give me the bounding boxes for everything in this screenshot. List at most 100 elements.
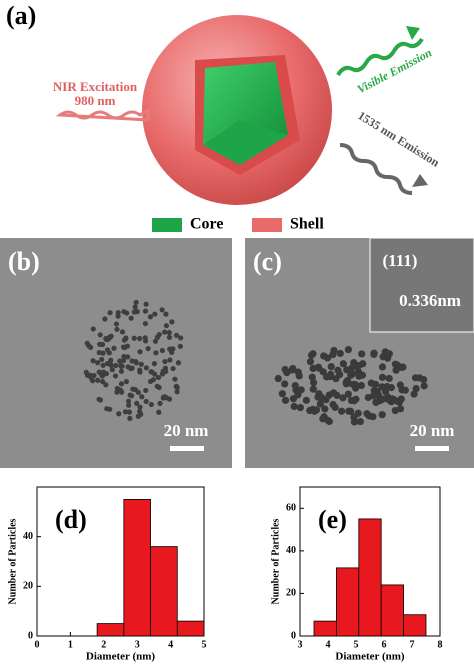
excitation-wavelength: 980 nm bbox=[75, 93, 116, 108]
particle bbox=[125, 354, 131, 360]
particle bbox=[137, 408, 143, 414]
particle bbox=[137, 404, 143, 410]
particle bbox=[369, 413, 377, 421]
particle bbox=[116, 411, 122, 417]
particle bbox=[99, 379, 106, 385]
particle bbox=[99, 356, 105, 363]
x-tick-label: 2 bbox=[101, 639, 106, 650]
y-axis-label: Number of Particles bbox=[270, 518, 281, 604]
core-face bbox=[203, 120, 288, 165]
particle bbox=[295, 372, 303, 380]
particle bbox=[160, 368, 166, 374]
bar bbox=[313, 620, 337, 637]
particle bbox=[319, 368, 327, 376]
scale-bar bbox=[415, 446, 449, 451]
particle bbox=[137, 349, 143, 355]
panel-label: (e) bbox=[318, 505, 347, 534]
particle bbox=[357, 381, 366, 390]
particle bbox=[378, 411, 386, 419]
particle bbox=[84, 340, 90, 346]
x-axis-label: Diameter (nm) bbox=[335, 651, 404, 663]
particle bbox=[137, 367, 143, 373]
particle bbox=[109, 367, 115, 373]
particle bbox=[137, 335, 143, 342]
y-tick-label: 0 bbox=[291, 630, 296, 641]
particle bbox=[138, 361, 144, 367]
particle bbox=[321, 405, 329, 413]
y-tick-label: 0 bbox=[28, 630, 33, 641]
particle bbox=[307, 351, 316, 359]
y-tick-label: 40 bbox=[286, 545, 296, 556]
particle bbox=[162, 329, 168, 335]
particle bbox=[355, 372, 363, 380]
particle bbox=[133, 360, 139, 366]
particle bbox=[333, 391, 341, 399]
particle bbox=[96, 369, 102, 375]
x-tick-label: 5 bbox=[354, 639, 359, 650]
particle bbox=[281, 380, 289, 388]
particle bbox=[97, 341, 103, 347]
particle bbox=[104, 360, 110, 367]
particle bbox=[323, 354, 332, 362]
x-tick-label: 3 bbox=[298, 639, 303, 650]
visible-arrow bbox=[336, 37, 424, 77]
panel-label: (b) bbox=[8, 247, 40, 276]
particle bbox=[310, 379, 318, 387]
particle bbox=[125, 398, 132, 404]
particle bbox=[288, 366, 296, 374]
bar bbox=[150, 546, 178, 637]
particle bbox=[131, 335, 137, 341]
inset-spacing: 0.336nm bbox=[399, 291, 461, 310]
particle bbox=[173, 332, 180, 338]
particle bbox=[142, 308, 149, 314]
particle bbox=[126, 409, 133, 415]
particle bbox=[367, 379, 375, 387]
particle bbox=[163, 323, 170, 329]
particle bbox=[309, 385, 317, 393]
particle bbox=[119, 329, 126, 335]
x-tick-label: 6 bbox=[382, 639, 387, 650]
particle bbox=[97, 332, 103, 338]
y-tick-label: 20 bbox=[23, 581, 33, 592]
particle bbox=[166, 396, 173, 402]
particle bbox=[342, 380, 350, 388]
particle bbox=[118, 363, 124, 369]
particle bbox=[90, 326, 96, 332]
x-tick-label: 5 bbox=[202, 639, 207, 650]
panel-label: (a) bbox=[6, 1, 36, 30]
panel-label: (c) bbox=[253, 247, 282, 276]
particle bbox=[410, 390, 418, 398]
particle bbox=[100, 362, 106, 368]
particle bbox=[356, 417, 364, 426]
particle bbox=[131, 309, 137, 315]
particle bbox=[145, 345, 151, 352]
particle bbox=[309, 364, 317, 373]
particle bbox=[412, 384, 420, 393]
scale-bar-label: 20 nm bbox=[410, 421, 455, 440]
particle bbox=[392, 366, 400, 374]
particle bbox=[420, 382, 428, 390]
particle bbox=[117, 387, 124, 393]
particle bbox=[329, 400, 337, 409]
particle bbox=[391, 406, 399, 415]
particle bbox=[123, 335, 129, 341]
particle bbox=[127, 392, 133, 398]
particle bbox=[90, 358, 96, 364]
particle bbox=[133, 299, 139, 305]
particle bbox=[166, 334, 173, 340]
inset-plane: (111) bbox=[383, 251, 418, 270]
x-tick-label: 0 bbox=[35, 639, 40, 650]
bar bbox=[335, 567, 360, 637]
particle bbox=[148, 401, 154, 408]
scale-bar-label: 20 nm bbox=[164, 421, 209, 440]
y-tick-label: 20 bbox=[286, 588, 296, 599]
x-tick-label: 4 bbox=[326, 639, 331, 650]
particle bbox=[134, 400, 140, 406]
particle bbox=[358, 350, 366, 358]
particle bbox=[142, 335, 148, 341]
particle bbox=[132, 387, 138, 393]
visible-arrowhead bbox=[406, 26, 420, 40]
particle bbox=[154, 383, 160, 389]
particle bbox=[121, 353, 127, 360]
particle bbox=[120, 344, 127, 350]
